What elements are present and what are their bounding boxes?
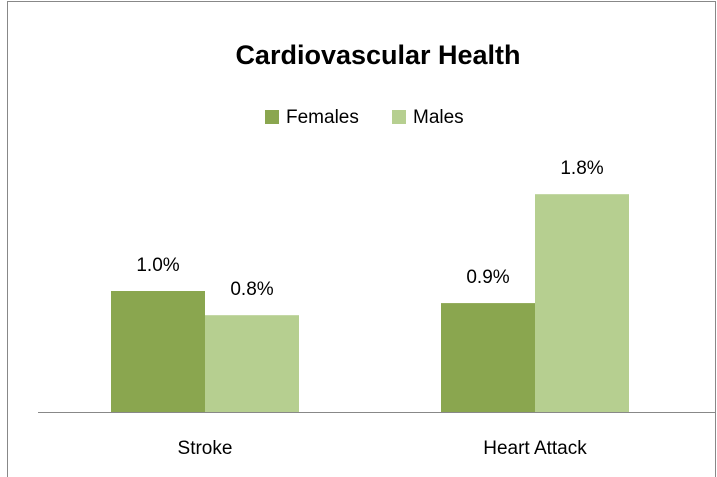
bar: [111, 291, 205, 412]
value-label: 1.8%: [560, 158, 603, 179]
bar: [535, 194, 629, 412]
legend-swatch: [265, 110, 279, 124]
legend-label: Females: [286, 107, 359, 128]
value-label: 0.8%: [230, 279, 273, 300]
x-tick-label: Heart Attack: [483, 438, 587, 459]
bar: [205, 315, 299, 412]
legend-swatch: [392, 110, 406, 124]
bar: [441, 303, 535, 412]
chart-title: Cardiovascular Health: [235, 40, 520, 70]
legend-label: Males: [413, 107, 464, 128]
value-label: 1.0%: [136, 255, 179, 276]
x-tick-label: Stroke: [178, 438, 233, 459]
value-label: 0.9%: [466, 267, 509, 288]
